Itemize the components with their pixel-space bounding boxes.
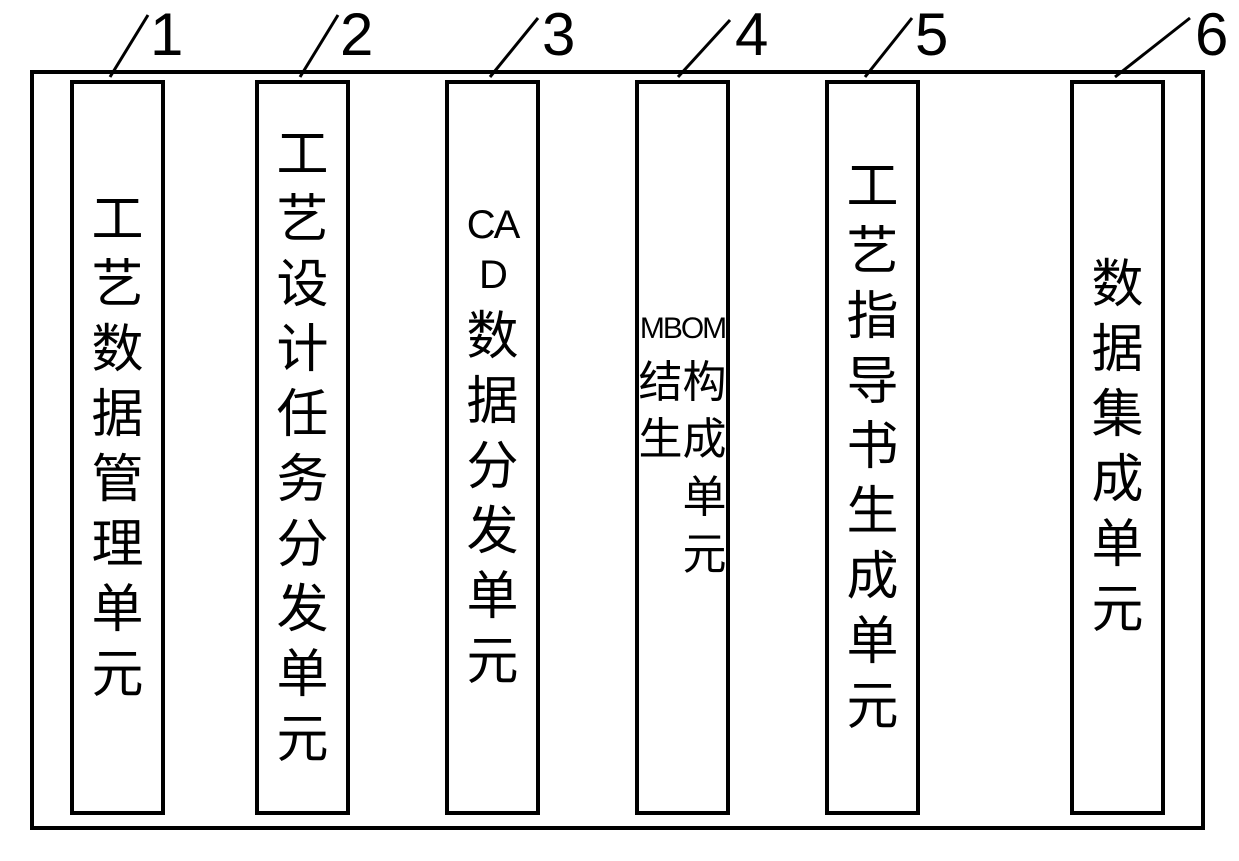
box-4-text: MBOM 结生 构成单元: [639, 312, 727, 583]
box-6: 数据集成单元: [1070, 80, 1165, 815]
label-6: 6: [1195, 0, 1228, 69]
box-1-wrapper: 工艺数据管理单元: [70, 80, 165, 815]
box-3: CAD 数据分发单元: [445, 80, 540, 815]
box-4: MBOM 结生 构成单元: [635, 80, 730, 815]
box-2: 工艺设计任务分发单元: [255, 80, 350, 815]
box-2-wrapper: 工艺设计任务分发单元: [255, 80, 350, 815]
box-3-prefix: CAD: [467, 200, 519, 300]
box-5-wrapper: 工艺指导书生成单元: [825, 80, 920, 815]
label-5: 5: [915, 0, 948, 69]
box-4-left-col: 结生: [639, 354, 683, 583]
box-4-wrapper: MBOM 结生 构成单元: [635, 80, 730, 815]
diagram-container: [30, 70, 1205, 830]
box-3-wrapper: CAD 数据分发单元: [445, 80, 540, 815]
box-5: 工艺指导书生成单元: [825, 80, 920, 815]
box-5-text: 工艺指导书生成单元: [847, 155, 899, 740]
box-1: 工艺数据管理单元: [70, 80, 165, 815]
label-3: 3: [542, 0, 575, 69]
label-2: 2: [340, 0, 373, 69]
label-4: 4: [735, 0, 768, 69]
box-4-prefix: MBOM: [640, 312, 725, 346]
box-1-text: 工艺数据管理单元: [92, 188, 144, 708]
label-1: 1: [150, 0, 183, 69]
box-3-text: CAD 数据分发单元: [467, 200, 519, 695]
box-2-text: 工艺设计任务分发单元: [277, 123, 329, 773]
box-6-text: 数据集成单元: [1092, 253, 1144, 643]
box-4-right-col: 构成单元: [683, 354, 727, 583]
box-6-wrapper: 数据集成单元: [1070, 80, 1165, 815]
box-3-main: 数据分发单元: [467, 305, 519, 695]
